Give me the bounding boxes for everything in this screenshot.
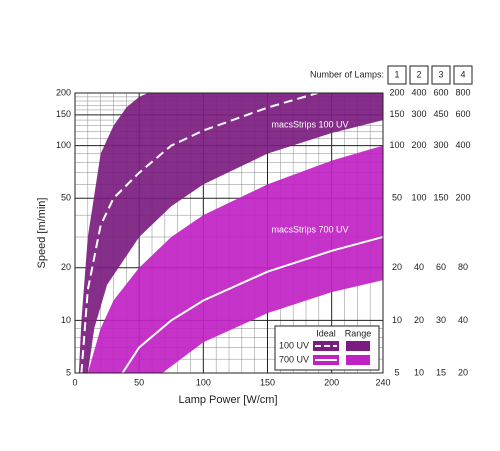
lamps-cell: 20 — [392, 262, 402, 272]
lamps-header-box — [409, 65, 429, 85]
lamps-cell: 60 — [436, 262, 446, 272]
lamps-cell: 100 — [411, 193, 426, 203]
legend-label: 100 UV — [279, 340, 309, 350]
y-tick-label: 50 — [61, 193, 71, 203]
x-tick-label: 150 — [260, 377, 275, 387]
band-label: macsStrips 700 UV — [271, 224, 348, 234]
y-tick-label: 150 — [56, 109, 71, 119]
overlay: macsStrips 100 UV macsStrips 700 UV Ideal R… — [271, 119, 380, 371]
lamps-cell: 300 — [411, 109, 426, 119]
lamps-header: 1 — [394, 69, 399, 79]
x-tick-label: 0 — [72, 377, 77, 387]
lamps-cell: 400 — [411, 87, 426, 97]
legend-label: 700 UV — [279, 354, 309, 364]
lamps-header: 3 — [438, 69, 443, 79]
y-tick-label: 20 — [61, 262, 71, 272]
ideal-line — [80, 93, 318, 373]
y-tick-label: 200 — [56, 87, 71, 97]
lamps-header: 4 — [460, 69, 465, 79]
lamps-cell: 10 — [392, 315, 402, 325]
lamps-header-box — [453, 65, 473, 85]
lamps-cell: 15 — [436, 367, 446, 377]
lamps-cell: 80 — [458, 262, 468, 272]
legend-swatch — [346, 341, 370, 351]
lamps-cell: 800 — [455, 87, 470, 97]
y-tick-label: 100 — [56, 140, 71, 150]
band-label: macsStrips 100 UV — [271, 119, 348, 129]
lamps-header: 2 — [416, 69, 421, 79]
lamps-cell: 20 — [414, 315, 424, 325]
lamps-cell: 400 — [455, 140, 470, 150]
lamps-cell: 600 — [455, 109, 470, 119]
lamps-cell: 5 — [394, 367, 399, 377]
lamps-cell: 40 — [458, 315, 468, 325]
y-tick-label: 5 — [66, 367, 71, 377]
range-band — [87, 93, 383, 373]
lamps-cell: 10 — [414, 367, 424, 377]
lamps-cell: 150 — [433, 193, 448, 203]
lamps-cell: 100 — [389, 140, 404, 150]
lamps-cell: 600 — [433, 87, 448, 97]
plot-frame — [74, 92, 384, 374]
lamps-cell: 40 — [414, 262, 424, 272]
lamps-cell: 200 — [411, 140, 426, 150]
range-band — [78, 93, 383, 373]
legend-header: Range — [345, 328, 372, 338]
x-tick-label: 200 — [324, 377, 339, 387]
lamps-cell: 150 — [389, 109, 404, 119]
x-axis-label: Lamp Power [W/cm] — [178, 394, 277, 406]
y-tick-label: 10 — [61, 315, 71, 325]
x-tick-label: 50 — [134, 377, 144, 387]
lamps-cell: 450 — [433, 109, 448, 119]
lamps-cell: 50 — [392, 193, 402, 203]
lamps-title: Number of Lamps: — [310, 69, 384, 79]
y-axis-label: Speed [m/min] — [36, 198, 48, 269]
lamps-cell: 200 — [389, 87, 404, 97]
lamps-cell: 20 — [458, 367, 468, 377]
lamps-cell: 200 — [455, 193, 470, 203]
legend-header: Ideal — [316, 328, 336, 338]
lamps-cell: 30 — [436, 315, 446, 325]
lamps-header-box — [387, 65, 407, 85]
x-tick-label: 100 — [196, 377, 211, 387]
plot-marks — [78, 93, 383, 373]
x-tick-label: 240 — [375, 377, 390, 387]
legend-swatch — [346, 355, 370, 365]
lamps-cell: 300 — [433, 140, 448, 150]
lamps-header-box — [431, 65, 451, 85]
ideal-line — [121, 236, 383, 373]
